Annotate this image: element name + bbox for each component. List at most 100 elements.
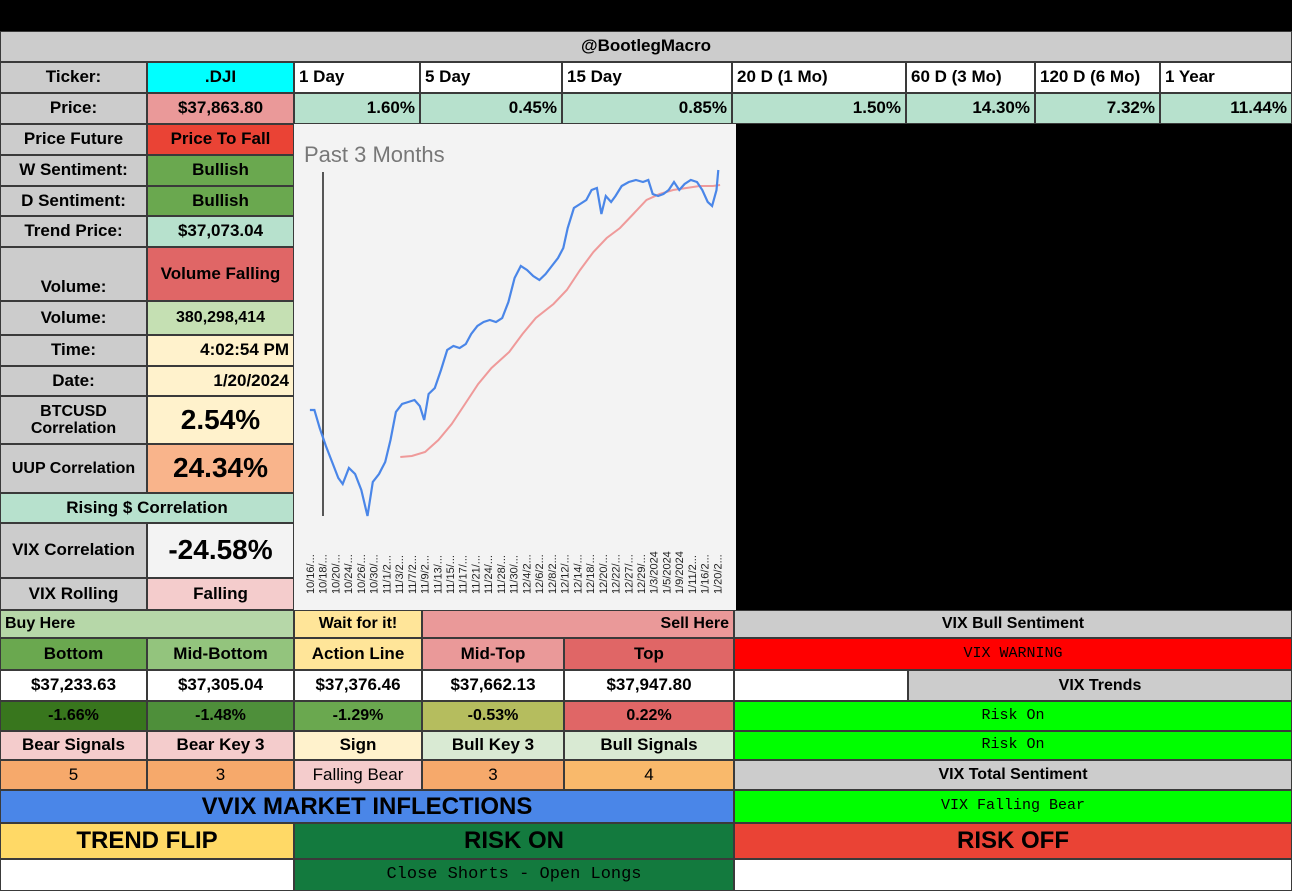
- label-btcusd-correlation: BTCUSD Correlation: [0, 396, 147, 444]
- level-pct-action-line: -1.29%: [294, 701, 422, 731]
- label-volume-trend: Volume:: [0, 247, 147, 301]
- x-tick-label: 12/12/...: [560, 554, 572, 594]
- label-price: Price:: [0, 93, 147, 124]
- level-price-action-line: $37,376.46: [294, 670, 422, 701]
- x-tick-label: 12/18/...: [585, 554, 597, 594]
- empty-cell-left: [0, 859, 294, 891]
- label-volume: Volume:: [0, 301, 147, 335]
- x-tick-label: 10/18/...: [318, 554, 330, 594]
- x-tick-label: 10/20/...: [330, 554, 342, 594]
- x-tick-label: 10/16/...: [305, 554, 317, 594]
- x-tick-label: 12/29/...: [636, 554, 648, 594]
- level-pct-mid-top: -0.53%: [422, 701, 564, 731]
- x-tick-label: 10/30/...: [369, 554, 381, 594]
- level-price-top: $37,947.80: [564, 670, 734, 701]
- x-tick-label: 11/28/...: [496, 555, 508, 594]
- label-date: Date:: [0, 366, 147, 396]
- label-w-sentiment: W Sentiment:: [0, 155, 147, 186]
- level-pct-mid-bottom: -1.48%: [147, 701, 294, 731]
- label-d-sentiment: D Sentiment:: [0, 186, 147, 216]
- x-tick-label: 1/11/2...: [687, 555, 699, 594]
- level-price-mid-bottom: $37,305.04: [147, 670, 294, 701]
- label-time: Time:: [0, 335, 147, 366]
- period-header-1y: 1 Year: [1160, 62, 1292, 93]
- volume-trend-value: Volume Falling: [147, 247, 294, 301]
- x-tick-label: 11/7/2...: [407, 555, 419, 594]
- x-tick-label: 1/5/2024: [661, 551, 673, 594]
- x-tick-label: 11/1/2...: [381, 555, 393, 594]
- period-header-15d: 15 Day: [562, 62, 732, 93]
- vix-rolling-value: Falling: [147, 578, 294, 610]
- signal-value-bear-signals: 5: [0, 760, 147, 790]
- period-header-5d: 5 Day: [420, 62, 562, 93]
- signal-header-bull-signals: Bull Signals: [564, 731, 734, 760]
- x-tick-label: 11/24/...: [483, 555, 495, 594]
- x-tick-label: 1/16/2...: [700, 554, 712, 594]
- signal-value-sign: Falling Bear: [294, 760, 422, 790]
- x-tick-label: 11/9/2...: [420, 555, 432, 594]
- x-tick-label: 1/9/2024: [674, 551, 686, 594]
- label-uup-correlation: UUP Correlation: [0, 444, 147, 493]
- period-value-15d: 0.85%: [562, 93, 732, 124]
- x-tick-label: 12/20/...: [598, 554, 610, 594]
- period-value-5d: 0.45%: [420, 93, 562, 124]
- level-header-action-line: Action Line: [294, 638, 422, 670]
- vix-trend-risk-on-1: Risk On: [734, 701, 1292, 731]
- vix-total-sentiment-header: VIX Total Sentiment: [734, 760, 1292, 790]
- x-tick-label: 10/24/...: [343, 554, 355, 594]
- x-tick-label: 12/22/...: [611, 554, 623, 594]
- signal-value-bull-key-3: 3: [422, 760, 564, 790]
- vix-trends-empty: [734, 670, 908, 701]
- vix-bull-sentiment-header: VIX Bull Sentiment: [734, 610, 1292, 638]
- buy-here-label: Buy Here: [0, 610, 294, 638]
- wait-label: Wait for it!: [294, 610, 422, 638]
- trend-flip-banner: TREND FLIP: [0, 823, 294, 859]
- x-tick-label: 11/30/...: [509, 555, 521, 594]
- vix-warning: VIX WARNING: [734, 638, 1292, 670]
- volume-value: 380,298,414: [147, 301, 294, 335]
- ticker-value: .DJI: [147, 62, 294, 93]
- signal-header-sign: Sign: [294, 731, 422, 760]
- signal-value-bull-signals: 4: [564, 760, 734, 790]
- price-chart: 10/16/... 10/18/... 10/20/... 10/24/... 10/2…: [294, 124, 736, 610]
- period-value-60d: 14.30%: [906, 93, 1035, 124]
- label-price-future: Price Future: [0, 124, 147, 155]
- level-header-mid-bottom: Mid-Bottom: [147, 638, 294, 670]
- label-trend-price: Trend Price:: [0, 216, 147, 247]
- risk-off-banner: RISK OFF: [734, 823, 1292, 859]
- period-header-1d: 1 Day: [294, 62, 420, 93]
- page-title: @BootlegMacro: [0, 31, 1292, 62]
- level-pct-bottom: -1.66%: [0, 701, 147, 731]
- empty-cell-right: [734, 859, 1292, 891]
- level-price-mid-top: $37,662.13: [422, 670, 564, 701]
- action-close-shorts-open-longs: Close Shorts - Open Longs: [294, 859, 734, 891]
- label-ticker: Ticker:: [0, 62, 147, 93]
- period-value-120d: 7.32%: [1035, 93, 1160, 124]
- rising-dollar-correlation: Rising $ Correlation: [0, 493, 294, 523]
- level-header-mid-top: Mid-Top: [422, 638, 564, 670]
- x-tick-label: 11/13/...: [432, 555, 444, 594]
- time-value: 4:02:54 PM: [147, 335, 294, 366]
- signal-value-bear-key-3: 3: [147, 760, 294, 790]
- risk-on-banner: RISK ON: [294, 823, 734, 859]
- x-tick-label: 1/20/2...: [712, 554, 724, 594]
- trend-price-value: $37,073.04: [147, 216, 294, 247]
- btcusd-correlation-value: 2.54%: [147, 396, 294, 444]
- chart-title: Past 3 Months: [304, 142, 445, 167]
- x-tick-label: 12/8/2...: [547, 554, 559, 594]
- sell-here-label: Sell Here: [422, 610, 734, 638]
- date-value: 1/20/2024: [147, 366, 294, 396]
- label-vix-correlation: VIX Correlation: [0, 523, 147, 578]
- trend-line: [400, 184, 721, 458]
- label-vix-rolling: VIX Rolling: [0, 578, 147, 610]
- x-tick-label: 11/21/...: [470, 555, 482, 594]
- x-tick-label: 11/17/...: [458, 555, 470, 594]
- price-chart-svg: 10/16/... 10/18/... 10/20/... 10/24/... 10/2…: [305, 169, 724, 594]
- x-tick-label: 11/3/2...: [394, 555, 406, 594]
- x-tick-label: 12/14/...: [572, 554, 584, 594]
- signal-header-bear-signals: Bear Signals: [0, 731, 147, 760]
- period-value-1d: 1.60%: [294, 93, 420, 124]
- period-value-1y: 11.44%: [1160, 93, 1292, 124]
- vix-trends-header: VIX Trends: [908, 670, 1292, 701]
- vix-trend-risk-on-2: Risk On: [734, 731, 1292, 760]
